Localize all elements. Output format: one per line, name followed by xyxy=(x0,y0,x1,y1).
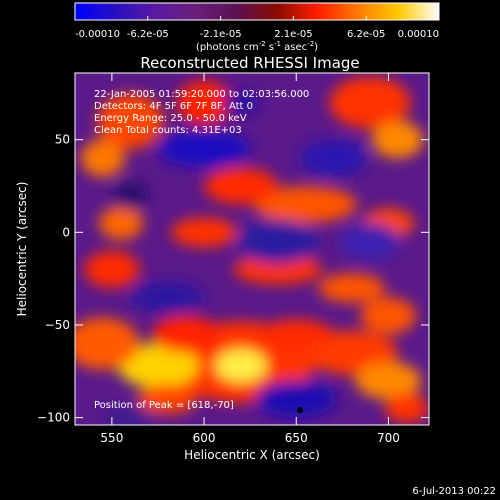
colorbar-gradient xyxy=(74,2,440,21)
heatmap-blob xyxy=(97,93,164,149)
peak-position-label: Position of Peak = [618,-70] xyxy=(94,400,234,411)
colorbar: -0.00010 -6.2e-05 -2.1e-05 2.1e-05 6.2e-05 0.… xyxy=(74,2,440,53)
axis-ticks xyxy=(75,73,429,425)
heatmap-blob xyxy=(340,223,400,261)
heatmap-blob xyxy=(384,393,429,424)
x-tick-label: 700 xyxy=(377,431,400,445)
footer-timestamp: 6-Jul-2013 00:22 xyxy=(412,486,496,497)
heatmap-blob xyxy=(222,91,260,114)
heatmap-blob xyxy=(176,80,232,125)
heatmap-blob xyxy=(237,219,319,264)
x-tick-labels: 550 600 650 700 xyxy=(100,431,399,445)
colorbar-tick-label: -6.2e-05 xyxy=(127,29,169,40)
y-tick-label: −50 xyxy=(45,318,70,332)
annotation-line: Energy Range: 25.0 - 50.0 keV xyxy=(94,113,247,124)
heatmap-image xyxy=(75,76,429,425)
heatmap-blob xyxy=(157,130,251,168)
y-tick-label: 50 xyxy=(55,133,70,147)
heatmap-blob xyxy=(253,186,358,224)
colorbar-tick-label: 0.00010 xyxy=(398,29,439,40)
heatmap-blob xyxy=(360,297,417,335)
colorbar-tick-label: -0.00010 xyxy=(75,29,120,40)
colorbar-tick-labels: -0.00010 -6.2e-05 -2.1e-05 2.1e-05 6.2e-05 0.… xyxy=(75,29,439,40)
heatmap-blob xyxy=(75,317,140,370)
heatmap-blob xyxy=(329,76,411,129)
annotation-line: 22-Jan-2005 01:59:20.000 to 02:03:56.000 xyxy=(94,89,309,100)
heatmap-blob xyxy=(130,282,205,312)
chart-title: Reconstructed RHESSI Image xyxy=(140,54,359,72)
heatmap-blob xyxy=(255,380,337,418)
heatmap-blob xyxy=(117,343,199,388)
heatmap-blob xyxy=(318,273,385,303)
heatmap-blob xyxy=(259,319,334,350)
plot-frame xyxy=(74,72,430,426)
heatmap-blob xyxy=(371,121,424,159)
heatmap-blob xyxy=(233,254,323,285)
heatmap-blob xyxy=(111,180,149,211)
colorbar-tick-label: -2.1e-05 xyxy=(200,29,242,40)
heatmap-blob xyxy=(299,139,367,177)
x-tick-label: 600 xyxy=(193,431,216,445)
plot-area xyxy=(74,72,430,426)
y-axis-label: Heliocentric Y (arcsec) xyxy=(15,182,29,317)
y-tick-label: 0 xyxy=(62,225,70,239)
y-tick-labels: 50 0 −50 −100 xyxy=(37,133,70,425)
heatmap-blob xyxy=(84,250,140,288)
colorbar-tick-label: 6.2e-05 xyxy=(347,29,385,40)
annotation-line: Clean Total counts: 4.31E+03 xyxy=(94,125,242,136)
heatmap-blob xyxy=(170,217,238,248)
peak-marker xyxy=(296,407,303,414)
heatmap-blob xyxy=(137,384,197,414)
heatmap-blob xyxy=(152,315,219,353)
heatmap-blob xyxy=(204,167,278,205)
heatmap-blob xyxy=(98,206,144,240)
y-tick-label: −100 xyxy=(37,411,70,425)
colorbar-ticks xyxy=(74,16,440,20)
heatmap-blob xyxy=(104,406,157,425)
heatmap-blob xyxy=(215,349,267,383)
x-axis-label: Heliocentric X (arcsec) xyxy=(184,448,320,462)
x-tick-label: 550 xyxy=(100,431,123,445)
heatmap-blob xyxy=(355,362,422,400)
colorbar-unit-label: (photons cm-2 s-1 asec-2) xyxy=(196,40,318,53)
heatmap-blob xyxy=(80,139,125,177)
annotation-line: Detectors: 4F 5F 6F 7F 8F, Att 0 xyxy=(94,101,253,112)
colorbar-tick-label: 2.1e-05 xyxy=(274,29,312,40)
x-tick-label: 650 xyxy=(285,431,308,445)
annotation-block: 22-Jan-2005 01:59:20.000 to 02:03:56.000… xyxy=(94,89,309,136)
